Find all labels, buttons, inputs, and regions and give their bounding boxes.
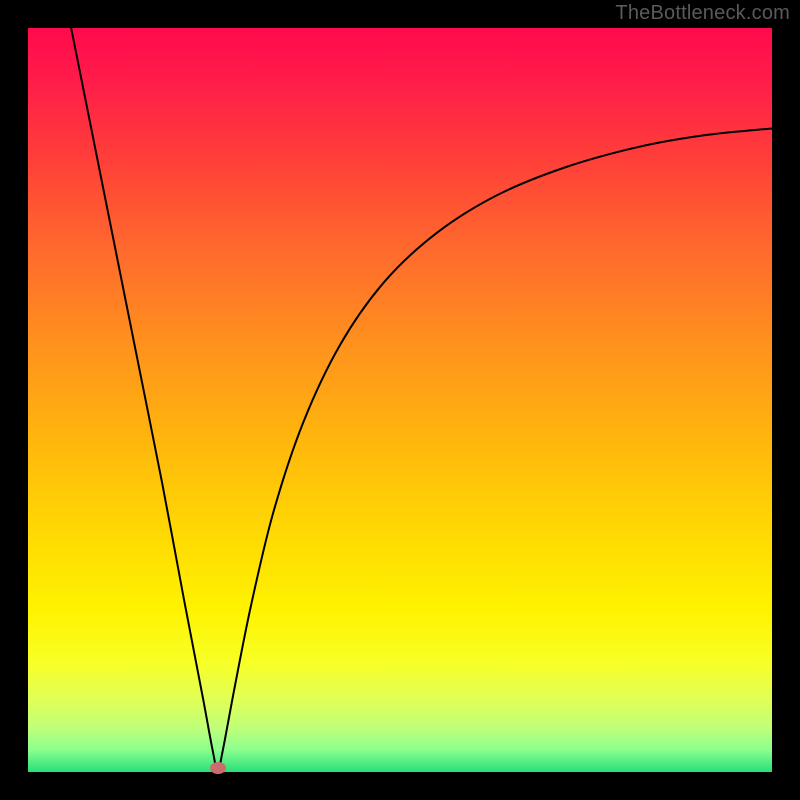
plot-area: [28, 28, 772, 772]
watermark-text: TheBottleneck.com: [615, 2, 790, 25]
vertex-marker: [210, 762, 226, 774]
gradient-background: [28, 28, 772, 772]
plot-svg: [28, 28, 772, 772]
chart-frame: TheBottleneck.com: [0, 0, 800, 800]
